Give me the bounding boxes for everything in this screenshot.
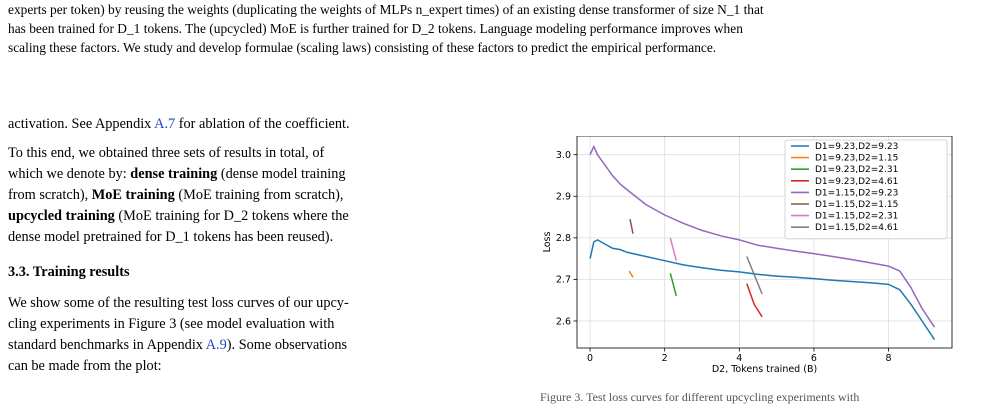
paragraph-observations: We show some of the resulting test loss … [8,293,476,377]
loss-curve-chart: 0 2 4 6 8 2.6 2.7 2.8 2.9 3.0 D2, Tokens trained (… [542,136,953,375]
caption-line-3: scaling these factors. We study and deve… [8,38,980,57]
series-line [589,145,936,328]
p2-l4-b: (MoE training for D_2 tokens where the [114,208,349,224]
x-tick-label: 2 [662,353,668,364]
y-tick-label: 2.8 [556,233,571,244]
y-tick-label: 3.0 [556,150,571,161]
caption-line-1: experts per token) by reusing the weight… [8,0,980,19]
legend-label: D1=1.15,D2=1.15 [815,200,898,210]
legend-label: D1=1.15,D2=4.61 [815,223,898,233]
x-axis-label: D2, Tokens trained (B) [712,364,817,375]
figure-caption-text: experts per token) by reusing the weight… [8,0,980,57]
x-tick-label: 6 [811,353,817,364]
caption-line-1-text: experts per token) by reusing the weight… [8,2,764,17]
figure-3-caption: Figure 3. Test loss curves for different… [540,390,860,404]
p2-line-4: upcycled training (MoE training for D_2 … [8,206,476,227]
paragraph-results-sets: To this end, we obtained three sets of r… [8,143,476,248]
series-line [628,270,634,278]
p3-line-3: standard benchmarks in Appendix A.9). So… [8,335,476,356]
p2-l3-c: (MoE training from scratch), [174,187,344,203]
y-tick-label: 2.9 [556,192,571,203]
series-line [629,218,634,234]
left-column: activation. See Appendix A.7 for ablatio… [8,114,476,385]
legend-label: D1=1.15,D2=9.23 [815,188,898,198]
y-tick-label: 2.7 [556,275,571,286]
y-tick-label: 2.6 [556,316,571,327]
series-line [669,237,678,261]
series-line [746,283,763,318]
x-tick-label: 8 [886,353,892,364]
y-axis-label: Loss [542,232,553,253]
legend-label: D1=9.23,D2=1.15 [815,154,898,164]
p3-line-2: cling experiments in Figure 3 (see model… [8,316,335,332]
p1-text-b: for ablation of the coefficient. [175,116,350,132]
p3-line-4: can be made from the plot: [8,358,162,374]
x-tick-label: 4 [736,353,742,364]
p3-l3-a: standard benchmarks in Appendix [8,337,206,353]
legend-label: D1=9.23,D2=9.23 [815,142,898,152]
appendix-a7-link[interactable]: A.7 [154,116,176,132]
paragraph-activation: activation. See Appendix A.7 for ablatio… [8,114,476,135]
section-heading: 3.3. Training results [8,264,130,280]
series-line [746,256,763,295]
appendix-a9-link[interactable]: A.9 [205,337,227,353]
caption-line-3-text: scaling these factors. We study and deve… [8,40,717,55]
p2-line-5: dense model pretrained for D_1 tokens ha… [8,229,334,245]
p3-line-1: We show some of the resulting test loss … [8,295,349,311]
x-tick-label: 0 [587,353,593,364]
plot-frame [576,136,953,349]
p2-l2-a: which we denote by: [8,166,131,182]
p2-l3-a: from scratch), [8,187,92,203]
legend-label: D1=9.23,D2=2.31 [815,165,898,175]
legend: D1=9.23,D2=9.23D1=9.23,D2=1.15D1=9.23,D2… [784,139,948,240]
p2-line-1: To this end, we obtained three sets of r… [8,145,325,161]
legend-box [784,139,948,240]
legend-label: D1=1.15,D2=2.31 [815,212,898,222]
legend-label: D1=9.23,D2=4.61 [815,177,898,187]
upcycled-training-term: upcycled training [8,208,115,224]
p3-l3-b: ). Some observations [226,337,348,353]
moe-training-term: MoE training [91,187,175,203]
series-line [589,239,936,341]
p1-text-a: activation. See Appendix [8,116,155,132]
caption-line-2: has been trained for D_1 tokens. The (up… [8,19,980,38]
caption-line-2-text: has been trained for D_1 tokens. The (up… [8,21,743,36]
series-line [669,273,678,297]
dense-training-term: dense training [130,166,218,182]
p2-line-3: from scratch), MoE training (MoE trainin… [8,185,476,206]
p2-line-2: which we denote by: dense training (dens… [8,164,476,185]
p2-l2-c: (dense model training [217,166,346,182]
